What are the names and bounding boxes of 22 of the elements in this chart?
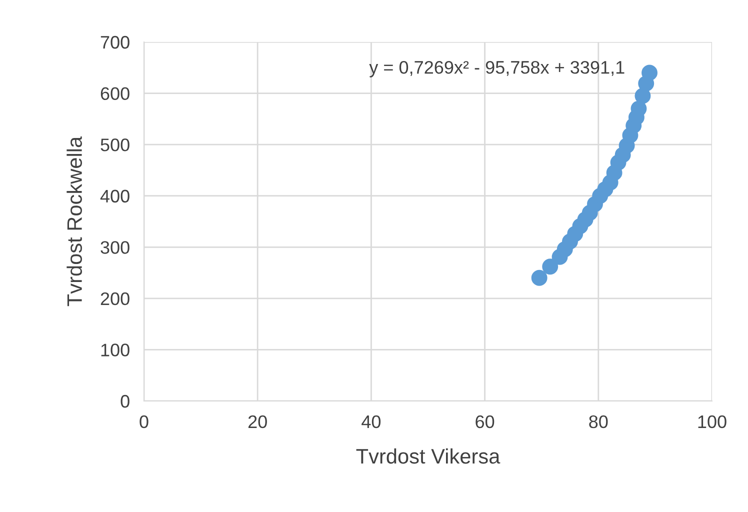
annotation: y = 0,7269x² - 95,758x + 3391,1 [369, 60, 624, 78]
y-tick-label: 200 [100, 292, 130, 306]
point [642, 64, 658, 81]
point [542, 258, 558, 275]
point [630, 100, 647, 117]
x-tick-label: 0 [140, 415, 148, 428]
x-tick-label: 60 [476, 415, 494, 428]
y-tick-label: 300 [100, 241, 130, 254]
y-tick-label: 400 [100, 190, 130, 203]
point [531, 270, 548, 286]
x-tick-label: 20 [248, 415, 267, 428]
x-tick-label: 100 [698, 415, 726, 428]
y-axis-title: Tvrdost Rockwella [66, 136, 82, 306]
y-tick-label: 0 [120, 394, 130, 408]
y-tick-label: 100 [101, 344, 130, 356]
point [634, 88, 651, 104]
y-tick-label: 600 [100, 87, 130, 100]
y-tick-label: 700 [100, 36, 130, 49]
y-tick-label: 500 [100, 138, 130, 152]
x-axis-title: Tvrdost Vikersa [356, 448, 500, 464]
x-tick-label: 40 [362, 415, 381, 428]
x-tick-label: 80 [589, 415, 608, 428]
